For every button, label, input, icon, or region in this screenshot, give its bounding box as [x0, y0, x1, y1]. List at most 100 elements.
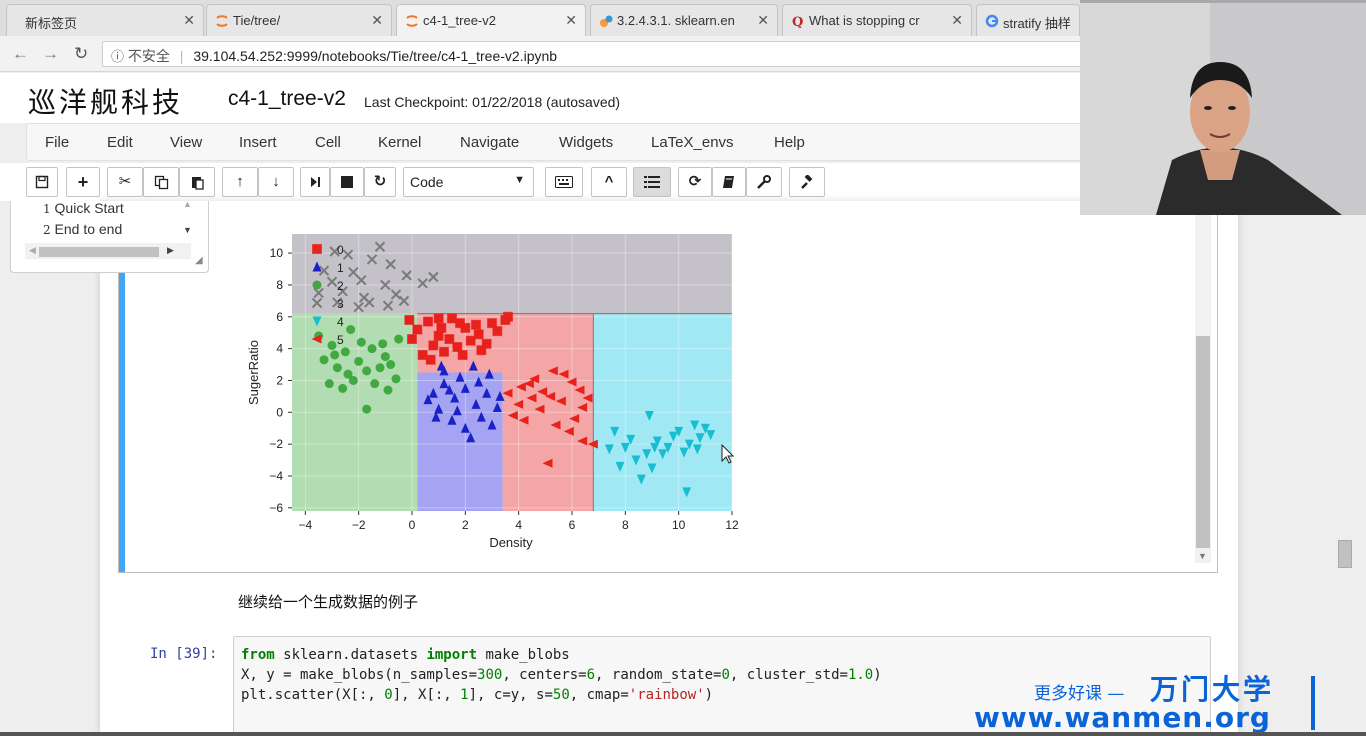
- data-point-class-1: [484, 368, 494, 379]
- run-button[interactable]: [300, 167, 330, 197]
- browser-tab[interactable]: 新标签页 ✕: [6, 4, 204, 36]
- browser-tab[interactable]: Q What is stopping cr ✕: [782, 4, 972, 36]
- stop-icon: [341, 176, 353, 188]
- restart-button[interactable]: ↻: [364, 167, 396, 197]
- marker-stroke: [348, 266, 359, 278]
- data-point-class-4: [690, 420, 700, 431]
- data-point-class-4: [700, 423, 710, 434]
- data-point-class-5: [542, 458, 553, 468]
- scroll-down-icon[interactable]: ▼: [183, 225, 192, 235]
- menu-navigate[interactable]: Navigate: [460, 134, 520, 151]
- close-icon[interactable]: ✕: [951, 12, 963, 28]
- marker-stroke: [364, 297, 375, 308]
- scroll-right-icon[interactable]: ▶: [167, 245, 174, 255]
- close-icon[interactable]: ✕: [757, 12, 769, 28]
- toc-item[interactable]: 1 Quick Start: [43, 200, 124, 216]
- data-point-class-5: [555, 396, 566, 406]
- data-point-class-3: [318, 265, 330, 276]
- scroll-down-icon[interactable]: ▼: [1198, 551, 1207, 561]
- toc-panel: 1 Quick Start 2 End to end ▲ ▼ ◀ ▶ ◢: [10, 199, 209, 273]
- code-token: import: [426, 647, 478, 663]
- browser-tab[interactable]: Tie/tree/ ✕: [206, 4, 392, 36]
- data-point-class-5: [587, 439, 598, 449]
- tab-label: c4-1_tree-v2: [423, 13, 496, 28]
- data-point-class-2: [327, 340, 337, 350]
- close-icon[interactable]: ✕: [371, 12, 383, 28]
- browser-tab[interactable]: stratify 抽样: [976, 4, 1080, 36]
- output-cell: ▼: [118, 201, 1218, 573]
- data-point-class-3: [398, 295, 410, 307]
- menu-view[interactable]: View: [170, 134, 203, 151]
- toc-button[interactable]: [633, 167, 671, 197]
- scrollbar-thumb[interactable]: [39, 247, 159, 257]
- data-point-class-3: [382, 300, 394, 311]
- data-point-class-4: [610, 426, 620, 437]
- data-point-class-0: [439, 346, 449, 357]
- menu-kernel[interactable]: Kernel: [378, 134, 422, 151]
- data-point-class-4: [626, 434, 636, 445]
- move-down-icon: ↓: [272, 173, 280, 190]
- code-token: 0: [384, 687, 393, 703]
- close-icon[interactable]: ✕: [565, 12, 577, 28]
- jupyter-icon: [216, 15, 228, 27]
- book-icon: [723, 176, 734, 188]
- data-point-class-1: [428, 387, 438, 398]
- gavel-button[interactable]: [789, 167, 825, 197]
- menu-cell[interactable]: Cell: [315, 134, 341, 151]
- paste-button[interactable]: [179, 167, 215, 197]
- data-point-class-4: [644, 410, 654, 421]
- scroll-up-icon[interactable]: ▲: [183, 199, 192, 209]
- url-input[interactable]: ⓘ 不安全 | 39.104.54.252:9999/notebooks/Tie…: [102, 41, 1092, 67]
- notebook-name[interactable]: c4-1_tree-v2: [228, 87, 346, 110]
- forward-icon[interactable]: →: [42, 44, 59, 63]
- menu-help[interactable]: Help: [774, 134, 805, 151]
- data-point-class-3: [401, 270, 412, 281]
- menu-insert[interactable]: Insert: [239, 134, 277, 151]
- browser-tab-active[interactable]: c4-1_tree-v2 ✕: [396, 4, 586, 36]
- keyboard-button[interactable]: [545, 167, 583, 197]
- scrollbar-thumb[interactable]: [1196, 336, 1210, 548]
- back-icon[interactable]: ←: [12, 44, 29, 63]
- wrench-button[interactable]: [746, 167, 782, 197]
- menu-edit[interactable]: Edit: [107, 134, 133, 151]
- data-point-class-5: [563, 426, 574, 436]
- menu-latex-envs[interactable]: LaTeX_envs: [651, 134, 734, 151]
- resize-handle-icon[interactable]: ◢: [195, 255, 203, 266]
- cut-icon: ✂: [118, 173, 132, 190]
- cell-type-select[interactable]: Code ▼: [403, 167, 534, 197]
- info-icon[interactable]: ⓘ: [111, 49, 125, 64]
- toc-item[interactable]: 2 End to end: [43, 221, 123, 237]
- data-point-class-5: [526, 393, 537, 403]
- page-scrollbar-thumb[interactable]: [1338, 540, 1352, 568]
- code-line: X, y = make_blobs(n_samples=300, centers…: [241, 665, 1203, 685]
- reload-icon[interactable]: ↻: [74, 44, 89, 63]
- data-point-class-0: [444, 334, 455, 345]
- menu-file[interactable]: File: [45, 134, 70, 151]
- menu-widgets[interactable]: Widgets: [559, 134, 614, 151]
- data-point-class-4: [679, 447, 689, 458]
- close-icon[interactable]: ✕: [183, 12, 195, 28]
- data-point-class-0: [465, 335, 476, 346]
- save-button[interactable]: [26, 167, 58, 197]
- refresh-button[interactable]: ⟳: [678, 167, 712, 197]
- move-up-button[interactable]: ↑: [222, 167, 258, 197]
- watermark-tagline: 更多好课 —: [1034, 684, 1125, 704]
- wrench-icon: [757, 175, 771, 189]
- output-scrollbar[interactable]: ▼: [1195, 201, 1211, 563]
- legend-label: 5: [337, 333, 344, 347]
- book-button[interactable]: [712, 167, 746, 197]
- collapse-button[interactable]: ^: [591, 167, 627, 197]
- data-point-class-1: [423, 394, 433, 405]
- add-cell-button[interactable]: +: [66, 167, 100, 197]
- data-point-class-4: [650, 442, 660, 453]
- stop-button[interactable]: [330, 167, 364, 197]
- scroll-left-icon[interactable]: ◀: [29, 245, 36, 255]
- code-cell[interactable]: from sklearn.datasets import make_blobs X…: [233, 636, 1211, 736]
- data-point-class-5: [566, 377, 577, 387]
- cut-button[interactable]: ✂: [107, 167, 143, 197]
- copy-button[interactable]: [143, 167, 179, 197]
- move-down-button[interactable]: ↓: [258, 167, 294, 197]
- browser-tab[interactable]: 3.2.4.3.1. sklearn.en ✕: [590, 4, 778, 36]
- marker-stroke: [374, 241, 386, 252]
- data-point-class-5: [523, 379, 534, 389]
